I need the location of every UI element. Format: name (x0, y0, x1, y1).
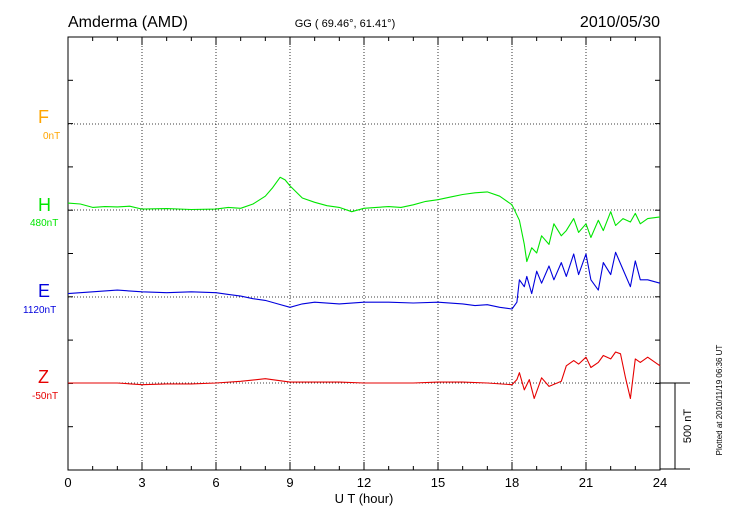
series-line-h (67, 176, 661, 263)
series-name-f: F (38, 107, 49, 127)
x-tick-label-12: 12 (357, 475, 371, 490)
series-baseline-z: -50nT (32, 391, 59, 402)
scale-bar-label: 500 nT (682, 409, 694, 444)
coordinates-label: GG ( 69.46°, 61.41°) (295, 18, 396, 30)
x-tick-label-0: 0 (64, 475, 71, 490)
x-tick-label-18: 18 (505, 475, 519, 490)
x-tick-label-21: 21 (579, 475, 593, 490)
vertical-gridlines (141, 37, 587, 470)
x-axis-label: U T (hour) (335, 491, 394, 506)
station-title: Amderma (AMD) (68, 14, 188, 31)
x-tick-label-3: 3 (138, 475, 145, 490)
x-tick-labels: 0 3 6 9 12 15 18 21 24 (64, 475, 667, 490)
series-baseline-f: 0nT (43, 131, 61, 142)
series-line-z (68, 351, 661, 400)
scale-bar: 500 nT (660, 382, 694, 470)
series-lines (67, 176, 661, 400)
x-tick-label-15: 15 (431, 475, 445, 490)
x-tick-label-24: 24 (653, 475, 667, 490)
series-name-h: H (38, 195, 51, 215)
x-tick-label-6: 6 (212, 475, 219, 490)
series-line-e (67, 251, 661, 310)
series-baseline-h: 480nT (30, 218, 59, 229)
date-label: 2010/05/30 (580, 14, 660, 31)
x-tick-label-9: 9 (286, 475, 293, 490)
series-name-e: E (38, 281, 51, 301)
plotted-timestamp: Plotted at 2010/11/19 06:36 UT (715, 345, 724, 456)
series-baseline-e: 1120nT (23, 305, 57, 316)
series-name-z: Z (38, 367, 49, 387)
